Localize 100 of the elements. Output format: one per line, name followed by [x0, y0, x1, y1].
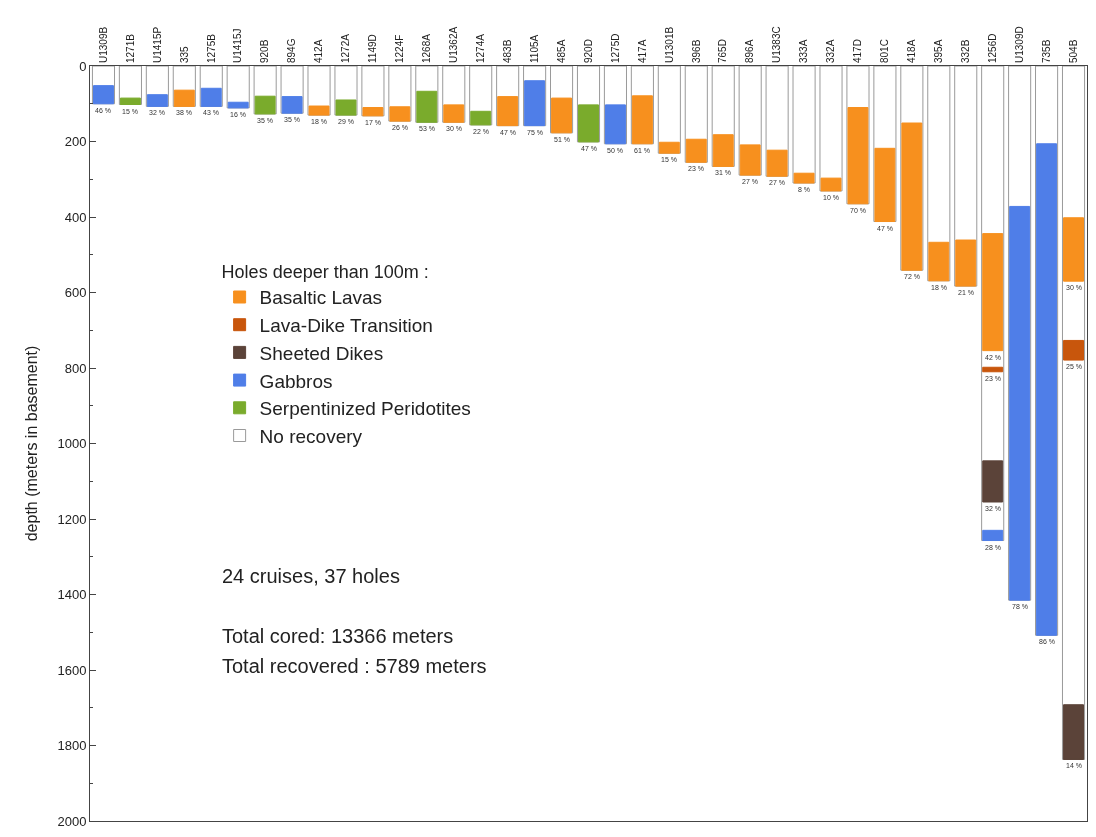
- bar: [928, 241, 950, 282]
- bar: [227, 101, 249, 109]
- y-tick-label: 1200: [57, 511, 87, 527]
- x-tick-label: U1301B: [663, 26, 675, 63]
- bar: [416, 90, 438, 123]
- bar: [982, 529, 1004, 542]
- bar: [551, 97, 573, 134]
- bar: [658, 141, 680, 154]
- bar: [497, 96, 519, 127]
- bar: [819, 66, 843, 192]
- annotation: Total cored: 13366 meters: [222, 625, 454, 647]
- bar: [1063, 704, 1084, 760]
- bar: [443, 104, 465, 123]
- bar: [93, 85, 114, 105]
- y-tick-label: 1800: [57, 738, 87, 754]
- y-tick-label: 1000: [57, 436, 87, 452]
- x-tick-label: U1415J: [232, 28, 244, 63]
- bar: [362, 107, 384, 117]
- bar: [982, 366, 1004, 373]
- x-tick-label: 920D: [582, 39, 594, 63]
- bar: [1036, 143, 1058, 636]
- x-tick-label: 894G: [286, 38, 298, 63]
- x-tick-label: U1309D: [1013, 26, 1025, 63]
- x-tick-label: U1415P: [151, 26, 163, 63]
- bar: [874, 147, 896, 223]
- x-tick-label: 801C: [879, 39, 891, 63]
- bar: [524, 80, 546, 127]
- legend-label: Serpentinized Peridotites: [259, 398, 471, 420]
- x-tick-label: 1274A: [474, 33, 486, 63]
- y-tick-label: 400: [64, 209, 87, 225]
- bar: [766, 149, 788, 177]
- bar: [146, 94, 168, 107]
- x-tick-label: U1383C: [771, 26, 783, 63]
- x-tick-label: 1105A: [528, 34, 540, 63]
- bar: [578, 104, 599, 143]
- y-tick-label: 600: [64, 285, 87, 301]
- legend-label: Gabbros: [259, 370, 333, 392]
- bar: [281, 96, 303, 114]
- x-tick-label: 332A: [825, 39, 837, 63]
- bar: [604, 104, 626, 145]
- bar: [119, 97, 141, 106]
- x-tick-label: 504B: [1067, 39, 1079, 63]
- legend-label: Sheeted Dikes: [259, 342, 384, 364]
- x-tick-label: 332B: [959, 39, 971, 63]
- x-tick-label: 485A: [555, 39, 567, 63]
- legend-title: Holes deeper than 100m :: [221, 262, 429, 283]
- y-tick-label: 1400: [57, 587, 87, 603]
- annotation: 24 cruises, 37 holes: [222, 565, 400, 587]
- y-axis-title: depth (meters in basement): [23, 345, 41, 542]
- x-tick-label: 418A: [906, 39, 918, 63]
- legend-label: Lava-Dike Transition: [259, 315, 433, 337]
- x-tick-label: 920B: [259, 39, 271, 63]
- bar: [955, 239, 977, 287]
- bar: [631, 95, 653, 145]
- x-tick-label: 483B: [501, 39, 513, 63]
- x-tick-label: 735B: [1040, 39, 1052, 63]
- x-tick-label: 1256D: [986, 33, 998, 63]
- bar: [820, 177, 842, 192]
- x-tick-label: 335: [178, 45, 190, 63]
- x-tick-label: 1272A: [340, 33, 352, 63]
- bar: [335, 99, 357, 116]
- x-tick-label: 1271B: [124, 33, 136, 63]
- bar: [739, 144, 761, 176]
- bar: [470, 110, 492, 126]
- x-tick-label: 395A: [933, 39, 945, 63]
- x-tick-label: 1268A: [421, 33, 433, 63]
- x-tick-label: 417D: [852, 39, 864, 63]
- bar: [1063, 217, 1084, 282]
- legend-label: No recovery: [259, 425, 363, 447]
- y-tick-label: 200: [64, 134, 87, 150]
- x-tick-label: 896A: [744, 39, 756, 63]
- bar: [685, 138, 707, 163]
- x-tick-label: 1224F: [394, 34, 406, 63]
- y-tick-label: 1600: [57, 662, 87, 678]
- bar: [712, 134, 734, 167]
- annotation: Total recovered : 5789 meters: [222, 655, 487, 677]
- x-tick-label: 412A: [313, 39, 325, 63]
- bar: [254, 95, 276, 115]
- bar: [1063, 339, 1084, 361]
- bar: [901, 122, 923, 271]
- x-tick-label: 417A: [636, 39, 648, 63]
- x-tick-label: 1149D: [367, 34, 379, 63]
- x-tick-label: 1275B: [205, 33, 217, 63]
- x-tick-label: 765D: [717, 39, 729, 63]
- y-tick-label: 0: [79, 58, 87, 74]
- y-tick-label: 2000: [57, 813, 87, 829]
- bar: [982, 460, 1004, 503]
- bar: [792, 66, 816, 184]
- x-tick-label: 333A: [798, 39, 810, 63]
- x-tick-label: 396B: [690, 39, 702, 63]
- legend-label: Basaltic Lavas: [259, 287, 383, 309]
- bar: [847, 107, 869, 205]
- bar: [1009, 205, 1031, 601]
- y-tick-label: 800: [64, 360, 87, 376]
- bar: [200, 87, 222, 107]
- x-tick-label: U1362A: [448, 26, 460, 63]
- x-tick-label: 1275D: [609, 33, 621, 63]
- bar: [308, 105, 330, 116]
- bar: [389, 106, 411, 122]
- bar: [982, 233, 1004, 352]
